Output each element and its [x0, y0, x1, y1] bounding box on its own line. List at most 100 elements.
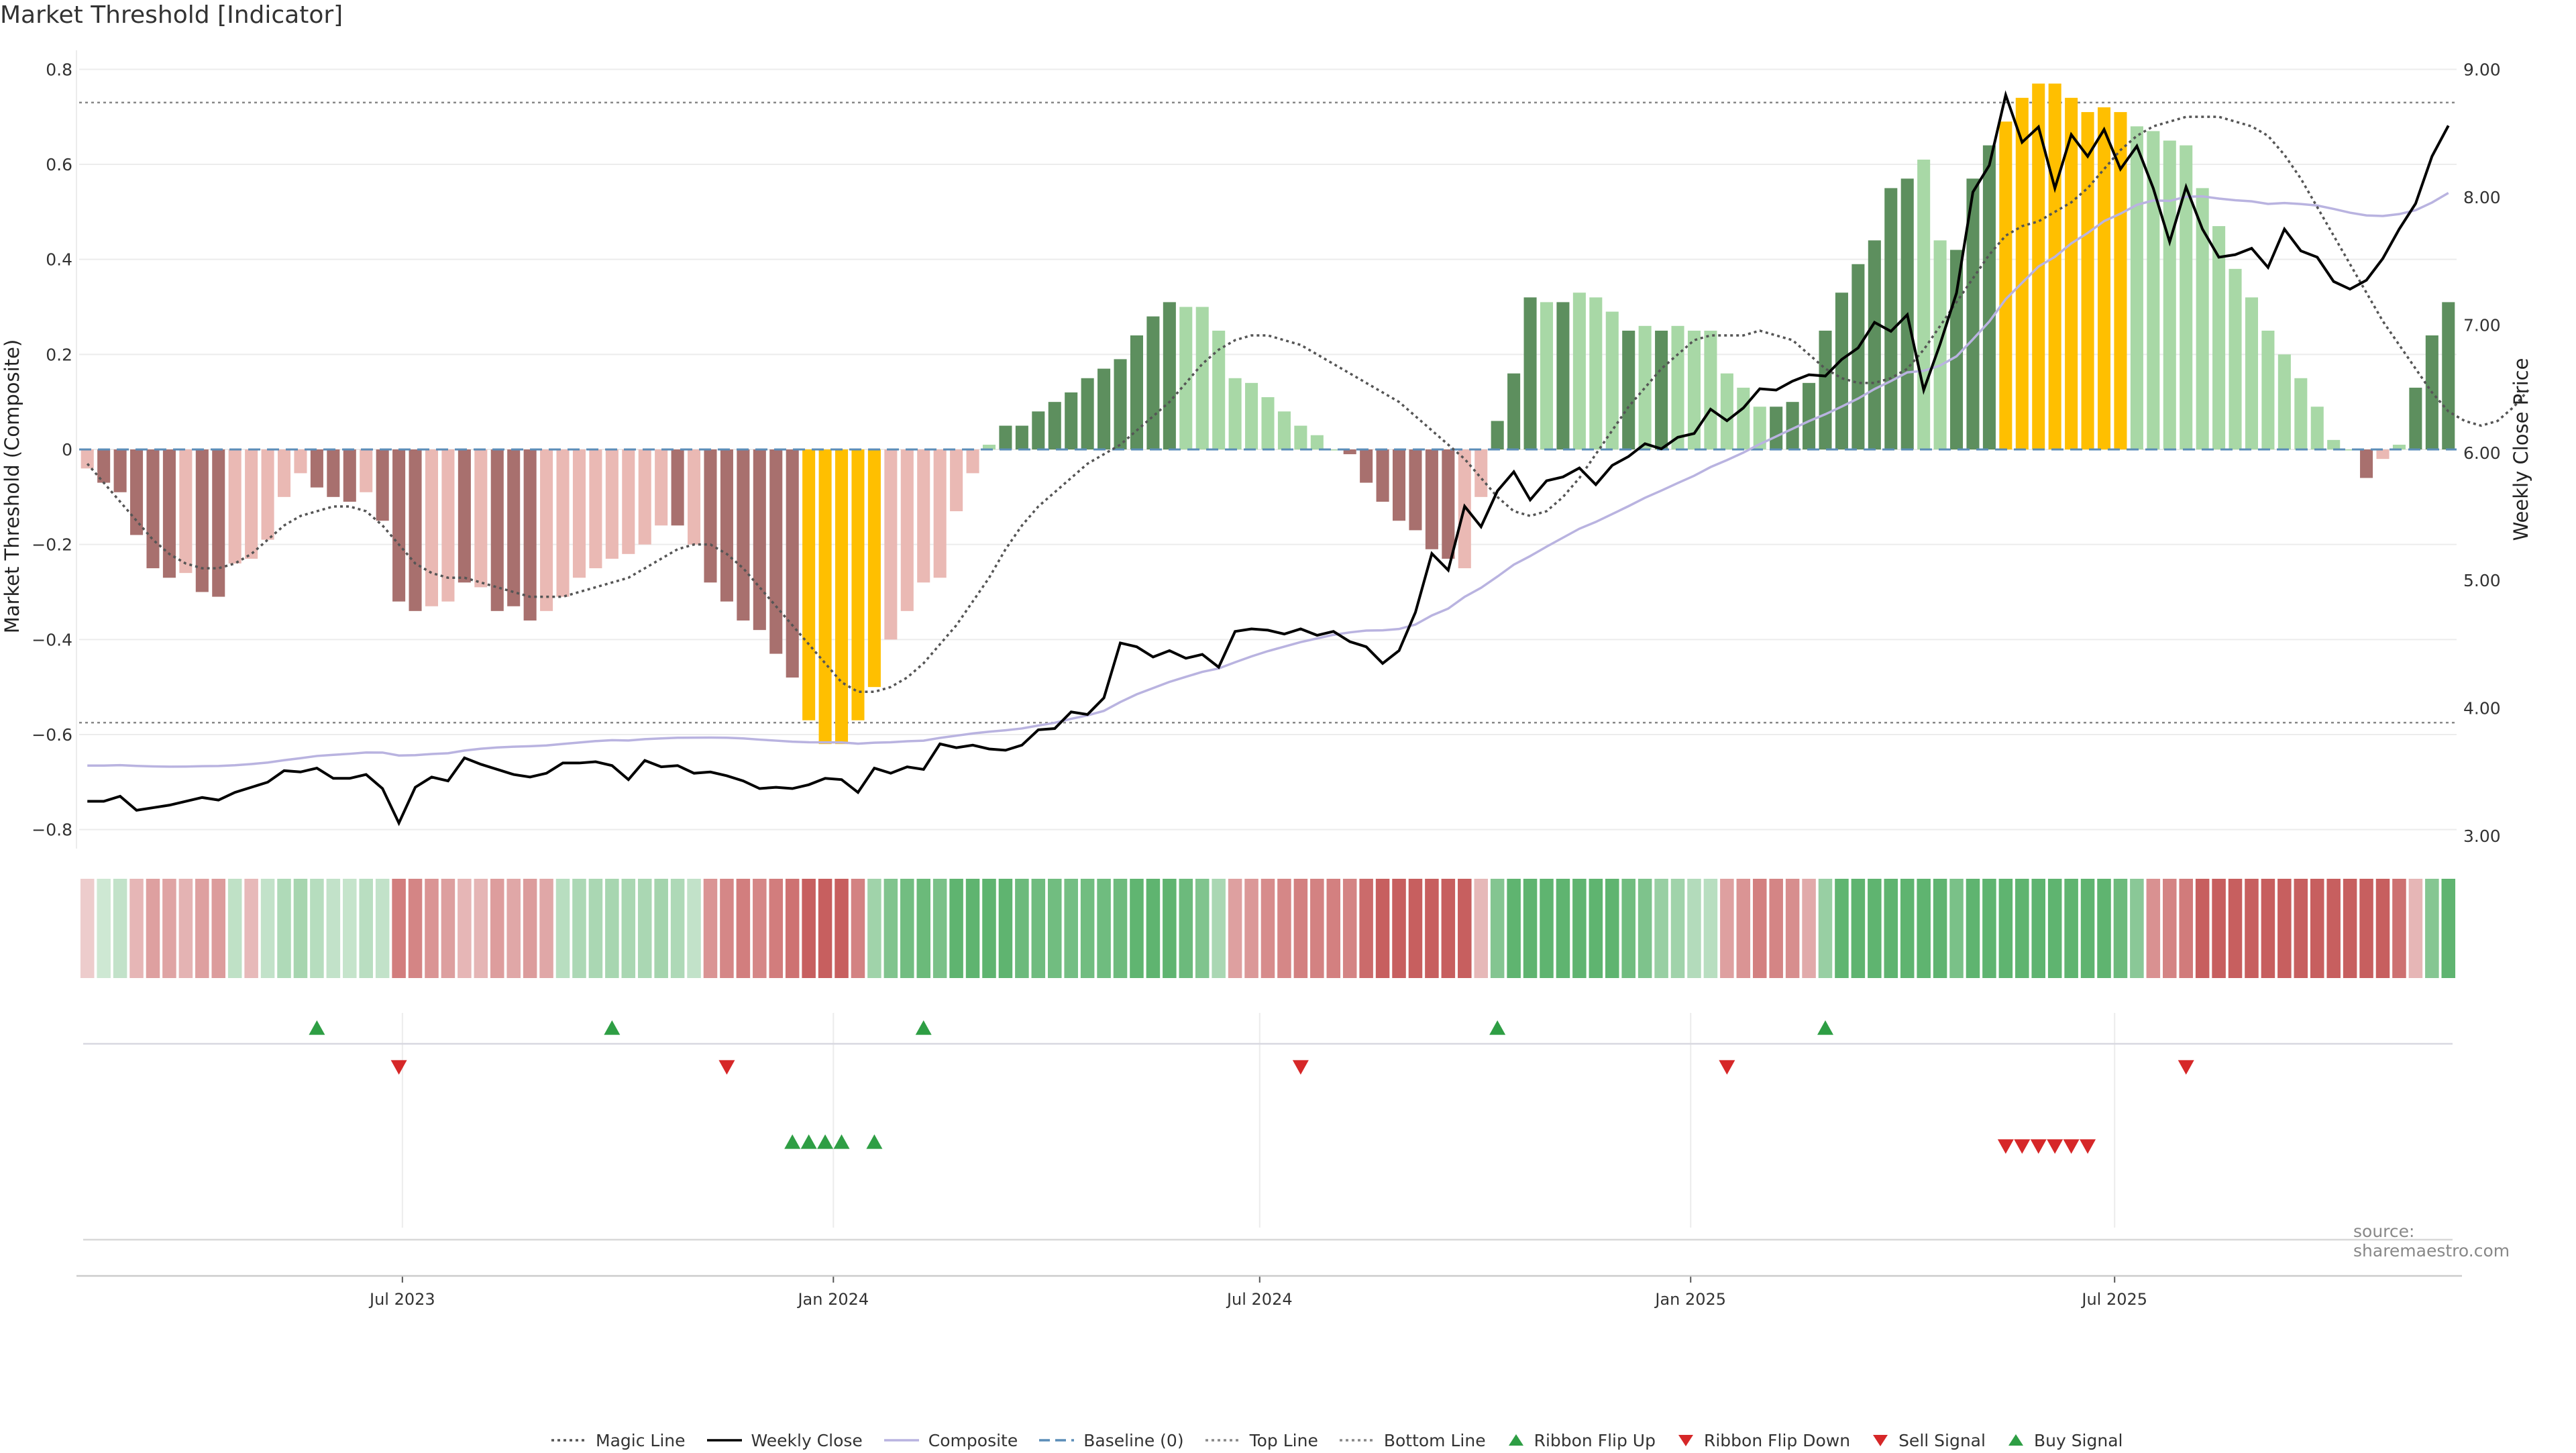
composite-bar — [1277, 411, 1291, 449]
composite-bar — [867, 449, 881, 688]
legend-item: Magic Line — [550, 1431, 686, 1450]
legend-marker — [1508, 1434, 1523, 1446]
legend-item: Ribbon Flip Down — [1676, 1431, 1850, 1450]
composite-bar — [1737, 387, 1750, 449]
composite-bar — [458, 449, 471, 583]
ribbon-cell — [1752, 879, 1767, 978]
ribbon-cell — [2146, 879, 2161, 978]
ribbon-cell — [555, 879, 570, 978]
composite-bar — [2065, 97, 2078, 450]
composite-bar — [2277, 354, 2291, 449]
ribbon-cell — [1359, 879, 1373, 978]
ribbon-cell — [2097, 879, 2111, 978]
composite-bar — [1228, 378, 1242, 449]
composite-bar — [2097, 107, 2111, 449]
ribbon-cell — [506, 879, 521, 978]
right-tick-label: 6.00 — [2463, 443, 2501, 463]
composite-bar — [2294, 378, 2308, 449]
ribbon-flip-down-marker — [2178, 1060, 2194, 1075]
ribbon-cell — [2359, 879, 2373, 978]
legend-label: Ribbon Flip Down — [1703, 1430, 1851, 1450]
legend-item: Baseline (0) — [1038, 1430, 1184, 1450]
legend-item: Composite — [883, 1431, 1018, 1450]
ribbon-cell — [2163, 879, 2177, 978]
right-tick-label: 9.00 — [2463, 60, 2501, 80]
ribbon-cell — [2179, 879, 2193, 978]
composite-bar — [2376, 449, 2390, 460]
composite-bar — [2147, 131, 2160, 449]
buy-signal-marker — [800, 1134, 817, 1149]
composite-bar — [1704, 330, 1717, 449]
composite-bar — [1655, 330, 1668, 449]
composite-bar — [556, 449, 570, 597]
left-tick-label: 0.6 — [46, 155, 72, 174]
sell-signal-marker — [2014, 1139, 2031, 1154]
ribbon-cell — [883, 879, 898, 978]
ribbon-cell — [1703, 879, 1718, 978]
ribbon-cell — [1654, 879, 1668, 978]
ribbon-cell — [129, 879, 144, 978]
ribbon-cell — [2245, 879, 2259, 978]
composite-bar — [2048, 83, 2061, 450]
ribbon-cell — [277, 879, 291, 978]
buy-signal-marker — [784, 1134, 801, 1149]
legend-label: Baseline (0) — [1083, 1430, 1184, 1450]
ribbon-cell — [1769, 879, 1783, 978]
ribbon-cell — [260, 879, 275, 978]
ribbon-cell — [1097, 879, 1111, 978]
composite-bar — [851, 449, 865, 720]
ribbon-cell — [2277, 879, 2292, 978]
composite-bar — [933, 449, 947, 578]
ribbon-cell — [1736, 879, 1751, 978]
composite-bar — [1065, 392, 1078, 449]
legend-label: Bottom Line — [1383, 1430, 1486, 1450]
composite-bar — [671, 449, 684, 526]
ribbon-flip-down-marker — [390, 1060, 407, 1075]
ribbon-cell — [539, 879, 553, 978]
composite-bar — [1245, 382, 1258, 449]
ribbon-cell — [1818, 879, 1833, 978]
solid-line-icon — [883, 1439, 919, 1442]
ribbon-cell — [1670, 879, 1685, 978]
legend-marker — [1873, 1435, 1888, 1446]
buy-signal-marker — [866, 1134, 883, 1149]
composite-bar — [1294, 425, 1307, 449]
ribbon-cell — [1195, 879, 1210, 978]
x-tick-label: Jul 2025 — [2080, 1290, 2147, 1309]
right-tick-label: 7.00 — [2463, 315, 2501, 335]
ribbon-cell — [1342, 879, 1357, 978]
composite-bar — [343, 449, 356, 502]
composite-bar — [1032, 411, 1045, 449]
legend-label: Sell Signal — [1898, 1430, 1986, 1450]
ribbon-cell — [1080, 879, 1095, 978]
ribbon-cell — [441, 879, 455, 978]
ribbon-cell — [2228, 879, 2243, 978]
composite-bar — [1261, 397, 1275, 449]
composite-bar — [1212, 330, 1226, 449]
legend-label: Ribbon Flip Up — [1534, 1430, 1656, 1450]
ribbon-cell — [1277, 879, 1291, 978]
sell-signal-marker — [2063, 1139, 2080, 1154]
x-tick-label: Jan 2024 — [796, 1290, 869, 1309]
composite-bar — [1048, 402, 1061, 449]
ribbon-cell — [572, 879, 586, 978]
ribbon-cell — [982, 879, 996, 978]
legend-label: Composite — [928, 1430, 1018, 1450]
ribbon-cell — [654, 879, 668, 978]
ribbon-cell — [178, 879, 193, 978]
left-tick-label: 0.4 — [46, 250, 72, 270]
composite-bar — [1130, 335, 1144, 449]
composite-bar — [753, 449, 766, 631]
dotted-line-icon — [551, 1439, 586, 1442]
ribbon-cell — [835, 879, 849, 978]
ribbon-cell — [310, 879, 324, 978]
ribbon-cell — [1933, 879, 1947, 978]
ribbon-cell — [2261, 879, 2275, 978]
ribbon-cell — [851, 879, 865, 978]
right-tick-label: 3.00 — [2463, 826, 2501, 846]
ribbon-cell — [1064, 879, 1078, 978]
buy-signal-marker — [817, 1134, 834, 1149]
ribbon-cell — [97, 879, 111, 978]
ribbon-cell — [1966, 879, 1980, 978]
ribbon-cell — [736, 879, 751, 978]
